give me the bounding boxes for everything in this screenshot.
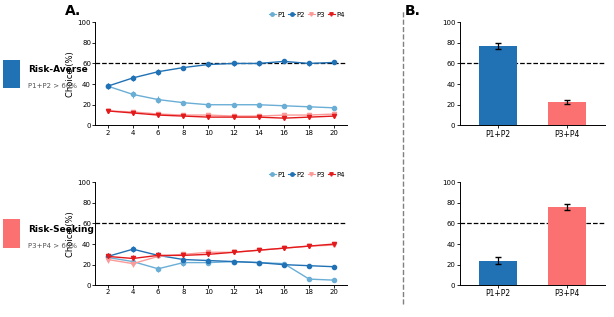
Text: Risk-Seeking: Risk-Seeking xyxy=(28,225,93,234)
Text: P3+P4 > 60%: P3+P4 > 60% xyxy=(28,243,77,249)
Y-axis label: Choice (%): Choice (%) xyxy=(66,51,75,97)
Legend: P1, P2, P3, P4: P1, P2, P3, P4 xyxy=(267,170,346,179)
Bar xyxy=(548,102,586,125)
Legend: P1, P2, P3, P4: P1, P2, P3, P4 xyxy=(267,10,346,19)
Text: A.: A. xyxy=(65,3,81,18)
Text: Risk-Averse: Risk-Averse xyxy=(28,66,87,74)
Bar xyxy=(478,261,516,285)
Text: P1+P2 > 60%: P1+P2 > 60% xyxy=(28,83,77,89)
Bar xyxy=(478,46,516,125)
Bar xyxy=(548,207,586,285)
Text: B.: B. xyxy=(405,3,420,18)
Y-axis label: Choice (%): Choice (%) xyxy=(66,211,75,256)
